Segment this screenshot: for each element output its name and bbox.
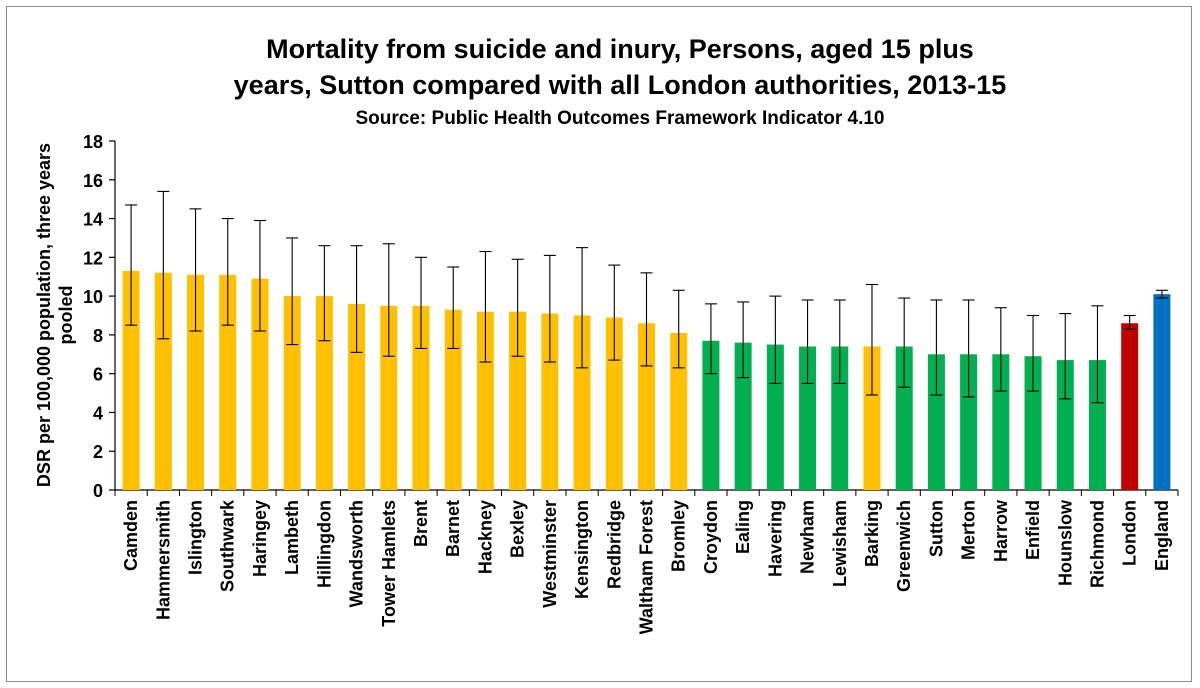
chart-title-line-2: years, Sutton compared with all London a… [234,70,1007,100]
x-category-label: Merton [959,500,979,560]
bar-tower-hamlets [380,305,398,490]
y-tick-label: 4 [93,403,103,423]
x-category-label: Hackney [475,500,495,574]
bar-london [1121,323,1139,490]
bar-bromley [670,332,688,490]
bar-havering [766,344,784,490]
x-category-label: Redbridge [604,500,624,589]
x-category-label: Islington [186,500,206,575]
x-category-label: England [1152,500,1172,571]
y-tick-label: 8 [93,326,103,346]
chart-subtitle: Source: Public Health Outcomes Framework… [356,108,885,129]
x-category-label: London [1120,500,1140,566]
x-category-label: Tower Hamlets [379,500,399,627]
y-tick-label: 12 [83,248,103,268]
y-tick-label: 10 [83,287,103,307]
bar-england [1153,294,1171,490]
x-category-label: Hillingdon [314,500,334,588]
x-category-label: Harrow [991,499,1011,562]
x-category-label: Bexley [508,500,528,558]
y-tick-label: 0 [93,481,103,501]
bar-hounslow [1056,360,1074,490]
bar-ealing [734,342,752,490]
chart-title-line-1: Mortality from suicide and inury, Person… [266,34,974,64]
bar-barnet [444,309,462,490]
x-category-label: Hounslow [1055,499,1075,586]
bar-harrow [992,354,1010,490]
bar-lewisham [831,346,849,490]
y-tick-label: 14 [83,210,103,230]
x-category-label: Lambeth [282,500,302,575]
x-category-label: Camden [121,500,141,571]
bar-brent [412,305,430,490]
bar-greenwich [895,346,913,490]
bar-barking [863,346,881,490]
bar-hackney [476,311,494,490]
x-category-label: Croydon [701,500,721,574]
x-category-label: Barking [862,500,882,567]
x-category-label: Haringey [250,500,270,577]
y-tick-label: 2 [93,442,103,462]
bar-enfield [1024,356,1042,490]
x-category-label: Enfield [1023,500,1043,560]
bar-southwark [219,274,237,490]
bar-richmond [1088,360,1106,490]
x-category-label: Barnet [443,500,463,557]
x-category-label: Wandsworth [347,500,367,607]
x-category-label: Sutton [926,500,946,557]
x-category-label: Newham [798,500,818,574]
y-tick-label: 16 [83,171,103,191]
x-category-label: Westminster [540,500,560,608]
bar-kensington [573,315,591,490]
bar-sutton [927,354,945,490]
bar-wandsworth [348,303,366,490]
bar-islington [187,274,205,490]
x-category-label: Greenwich [894,500,914,592]
x-category-label: Lewisham [830,500,850,587]
x-category-label: Bromley [669,500,689,572]
plot-area: 0 2 4 6 8 10 12 14 16 18 Camden Hammersmith Islingto… [83,132,1179,634]
x-category-label: Richmond [1087,500,1107,588]
x-category-label: Hammersmith [153,500,173,620]
y-tick-label: 6 [93,365,103,385]
bar-newham [799,346,817,490]
bar-croydon [702,340,720,490]
x-category-label: Brent [411,500,431,547]
bar-merton [960,354,978,490]
bar-waltham-forest [638,323,655,490]
x-category-label: Ealing [733,500,753,554]
x-category-label: Havering [765,500,785,577]
x-category-label: Waltham Forest [637,500,657,634]
bar-hammersmith [154,272,172,490]
y-axis-label-line-1: DSR per 100,000 population, three years [34,143,54,487]
x-category-label: Kensington [572,500,592,599]
bar-westminster [541,313,559,490]
y-axis-label-line-2: pooled [56,286,76,345]
x-category-label: Southwark [218,499,238,592]
bar-hillingdon [315,296,333,490]
y-tick-label: 18 [83,132,103,152]
